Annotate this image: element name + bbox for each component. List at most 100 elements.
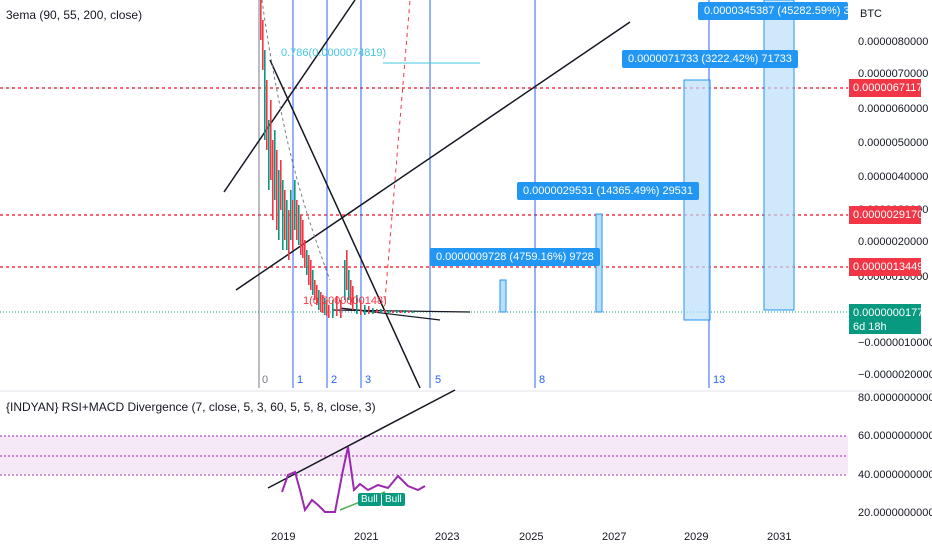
candle (298, 205, 300, 245)
oscillator-pane[interactable] (0, 389, 848, 513)
projection-tag-4[interactable]: 0.0000345387 (45282.59%) 345387 (698, 2, 848, 20)
candle (270, 100, 272, 180)
fib-index-1: 1 (297, 374, 304, 386)
countdown: 6d 18h (853, 321, 887, 333)
osc-series (281, 446, 426, 513)
time-axis[interactable]: 2019 2021 2023 2025 2027 2029 2031 (271, 531, 791, 543)
projection-dashed-path (384, 0, 411, 301)
candle (310, 260, 312, 290)
price-axis-label: 0.0000080000 (858, 36, 928, 48)
osc-trendline[interactable] (267, 389, 456, 489)
osc-axis-label: 20.0000000000 (858, 507, 932, 519)
projection-tag-1[interactable]: 0.0000009728 (4759.16%) 9728 (430, 248, 600, 266)
candle (350, 280, 352, 305)
trendline-downtrend[interactable] (269, 59, 421, 389)
candle (368, 306, 370, 314)
candle (376, 309, 378, 313)
time-axis-label: 2025 (519, 531, 543, 543)
price-axis-label: 0.0000040000 (858, 171, 928, 183)
price-tag-t2[interactable]: 0.0000029170 (849, 206, 923, 224)
current-price: 0.0000000177 (853, 307, 924, 319)
candle (260, 0, 262, 40)
time-axis-label: 2031 (767, 531, 791, 543)
candle (408, 311, 410, 313)
candle (294, 180, 296, 230)
time-axis-label: 2021 (354, 531, 378, 543)
fib-index-8: 8 (539, 374, 546, 386)
osc-axis[interactable]: 80.0000000000 60.0000000000 40.0000000000 2… (858, 392, 932, 519)
candle (314, 280, 316, 300)
candle (328, 305, 330, 318)
projection-box-1[interactable] (499, 279, 507, 313)
candle (364, 305, 366, 315)
osc-axis-label: 60.0000000000 (858, 430, 932, 442)
candle (320, 292, 322, 312)
candle (400, 310, 402, 313)
trendline-lower-channel[interactable] (235, 21, 631, 291)
trendline-base2[interactable] (339, 307, 441, 321)
origin-label: 1(0.0000000148) (303, 295, 387, 307)
osc-band (0, 436, 848, 474)
candle (326, 300, 328, 316)
price-tag-t1[interactable]: 0.0000067117 (849, 79, 923, 97)
candle (332, 300, 334, 318)
projection-tag-3[interactable]: 0.0000071733 (3222.42%) 71733 (622, 50, 798, 68)
candle (372, 308, 374, 314)
currency-label: BTC (860, 8, 882, 20)
price-axis-label: 0.0000050000 (858, 137, 928, 149)
candle (262, 20, 264, 70)
price-axis-label: −0.0000010000 (858, 337, 932, 349)
candle (340, 300, 342, 318)
candle (274, 130, 276, 200)
candle (308, 255, 310, 285)
candle (306, 250, 308, 275)
candle (264, 50, 266, 140)
time-axis-label: 2019 (271, 531, 295, 543)
price-pane[interactable] (0, 0, 848, 389)
candle (276, 150, 278, 230)
candle (282, 180, 284, 250)
candle (302, 220, 304, 258)
oscillator-title[interactable]: {INDYAN} RSI+MACD Divergence (7, close, … (6, 400, 376, 414)
fib-index-0: 0 (262, 374, 269, 386)
candle (336, 296, 338, 316)
projection-box-4[interactable] (763, 0, 795, 311)
indicator-title[interactable]: 3ema (90, 55, 200, close) (6, 8, 143, 22)
candle (304, 240, 306, 268)
candle (380, 309, 382, 313)
candle (312, 270, 314, 295)
price-axis-label: 0.0000070000 (858, 68, 928, 80)
osc-axis-label: 40.0000000000 (858, 469, 932, 481)
time-axis-label: 2027 (602, 531, 626, 543)
projection-tag-2[interactable]: 0.0000029531 (14365.49%) 29531 (517, 182, 700, 200)
candle (318, 290, 320, 310)
candle (268, 120, 270, 190)
price-axis-label: −0.0000020000 (858, 369, 932, 381)
fib-index-3: 3 (365, 374, 372, 386)
candle (278, 170, 280, 240)
projection-box-3[interactable] (683, 79, 711, 321)
candle (388, 310, 390, 313)
ema-dashed-path (261, 0, 331, 281)
price-tag-current[interactable]: 0.0000000177 6d 18h (849, 304, 924, 334)
candle (344, 260, 346, 300)
fib-index-2: 2 (331, 374, 338, 386)
osc-axis-label: 80.0000000000 (858, 392, 932, 404)
fib-level-label: 0.786(0.0000074819) (281, 47, 387, 59)
candle (288, 210, 290, 260)
time-axis-label: 2029 (684, 531, 708, 543)
candle (284, 190, 286, 240)
candle (296, 200, 298, 240)
candle (404, 310, 406, 313)
price-axis-label: 0.0000020000 (858, 236, 928, 248)
candle (300, 215, 302, 255)
fib-index-5: 5 (435, 374, 442, 386)
trendline-upper-channel[interactable] (223, 0, 356, 193)
candle (316, 285, 318, 305)
price-axis-label: 0.0000060000 (858, 103, 928, 115)
candle (346, 250, 348, 290)
price-tag-t3[interactable]: 0.0000013449 (849, 258, 923, 276)
candle (360, 300, 362, 315)
